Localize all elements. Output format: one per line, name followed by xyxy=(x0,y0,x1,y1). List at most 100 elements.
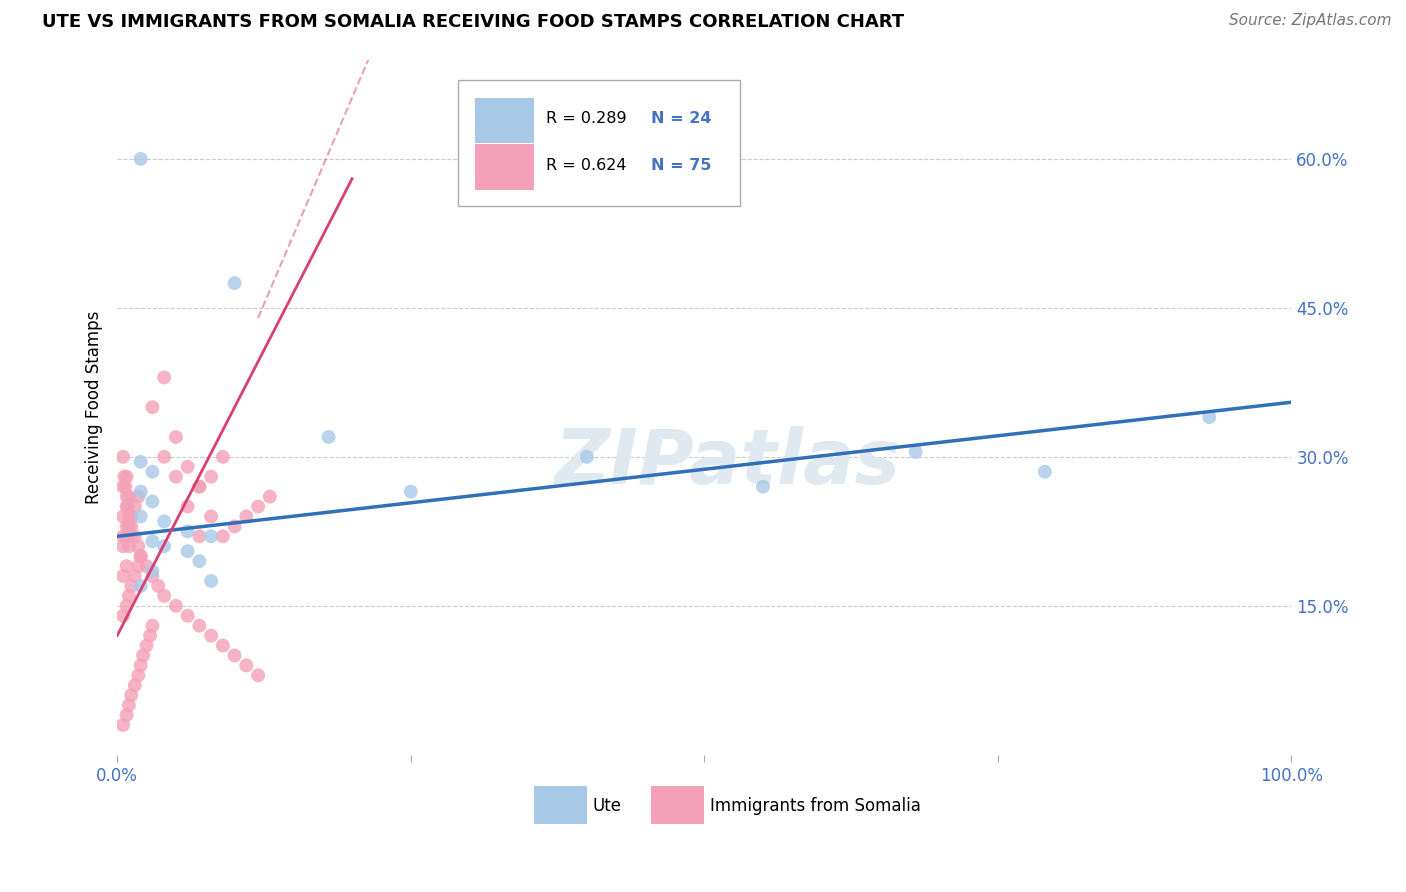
Y-axis label: Receiving Food Stamps: Receiving Food Stamps xyxy=(86,310,103,504)
Point xyxy=(247,500,270,514)
Point xyxy=(212,639,235,653)
Point xyxy=(124,569,146,583)
Point xyxy=(129,455,152,469)
Point xyxy=(120,509,142,524)
Point xyxy=(165,430,187,444)
Point xyxy=(752,480,775,494)
Point xyxy=(129,484,152,499)
Point xyxy=(124,529,146,543)
Point xyxy=(118,490,141,504)
Text: N = 75: N = 75 xyxy=(651,158,711,173)
Text: UTE VS IMMIGRANTS FROM SOMALIA RECEIVING FOOD STAMPS CORRELATION CHART: UTE VS IMMIGRANTS FROM SOMALIA RECEIVING… xyxy=(42,13,904,31)
Point xyxy=(153,539,176,553)
Text: Immigrants from Somalia: Immigrants from Somalia xyxy=(710,797,921,814)
Text: Source: ZipAtlas.com: Source: ZipAtlas.com xyxy=(1229,13,1392,29)
Point xyxy=(141,564,163,578)
Point xyxy=(127,559,149,574)
Point xyxy=(115,519,138,533)
Point xyxy=(112,450,135,464)
Point xyxy=(200,509,222,524)
Point xyxy=(115,529,138,543)
Point xyxy=(115,559,138,574)
Point xyxy=(118,589,141,603)
Point xyxy=(124,678,146,692)
Point xyxy=(129,549,152,564)
FancyBboxPatch shape xyxy=(475,98,534,143)
Point xyxy=(112,480,135,494)
Text: R = 0.289: R = 0.289 xyxy=(546,112,627,126)
Point xyxy=(141,494,163,508)
Point xyxy=(129,579,152,593)
FancyBboxPatch shape xyxy=(534,786,586,824)
Point xyxy=(165,599,187,613)
Point xyxy=(212,529,235,543)
Point xyxy=(114,480,136,494)
Point xyxy=(1198,410,1220,425)
Point xyxy=(115,708,138,723)
Point xyxy=(200,629,222,643)
Point xyxy=(112,509,135,524)
Point xyxy=(200,469,222,483)
Point xyxy=(235,658,257,673)
Point xyxy=(115,599,138,613)
Point xyxy=(200,529,222,543)
Text: R = 0.624: R = 0.624 xyxy=(546,158,626,173)
Point xyxy=(127,668,149,682)
Point xyxy=(120,529,142,543)
Point xyxy=(235,509,257,524)
Point xyxy=(124,500,146,514)
Point xyxy=(224,519,246,533)
Point xyxy=(176,524,198,539)
Point xyxy=(318,430,340,444)
FancyBboxPatch shape xyxy=(475,145,534,190)
Point xyxy=(115,500,138,514)
Point xyxy=(112,539,135,553)
Point xyxy=(132,648,155,663)
Text: N = 24: N = 24 xyxy=(651,112,711,126)
Point xyxy=(148,579,170,593)
Point xyxy=(165,469,187,483)
Point xyxy=(224,648,246,663)
Point xyxy=(127,490,149,504)
Point xyxy=(1033,465,1056,479)
Point xyxy=(176,544,198,558)
Point xyxy=(120,688,142,702)
Point xyxy=(120,579,142,593)
Point xyxy=(118,509,141,524)
Point xyxy=(153,589,176,603)
Point xyxy=(129,549,152,564)
Point xyxy=(129,152,152,166)
Point xyxy=(575,450,598,464)
Point xyxy=(112,569,135,583)
Point xyxy=(399,484,422,499)
Point xyxy=(117,500,139,514)
Point xyxy=(176,608,198,623)
Point xyxy=(176,500,198,514)
Point xyxy=(141,400,163,414)
Point xyxy=(141,569,163,583)
Point xyxy=(200,574,222,588)
Point xyxy=(118,698,141,713)
Point xyxy=(212,450,235,464)
Point xyxy=(112,718,135,732)
Text: Ute: Ute xyxy=(593,797,621,814)
Point xyxy=(188,529,211,543)
Point xyxy=(153,370,176,384)
Point xyxy=(153,515,176,529)
Point xyxy=(188,480,211,494)
Point xyxy=(112,529,135,543)
Text: ZIPatlas: ZIPatlas xyxy=(555,425,901,500)
Point xyxy=(112,469,135,483)
Point xyxy=(224,276,246,290)
Point xyxy=(129,509,152,524)
Point xyxy=(129,658,152,673)
Point xyxy=(259,490,281,504)
Point xyxy=(153,450,176,464)
Point xyxy=(176,459,198,474)
Point xyxy=(118,519,141,533)
FancyBboxPatch shape xyxy=(458,80,740,205)
Point xyxy=(112,608,135,623)
Point xyxy=(135,639,157,653)
Point xyxy=(141,465,163,479)
Point xyxy=(135,559,157,574)
